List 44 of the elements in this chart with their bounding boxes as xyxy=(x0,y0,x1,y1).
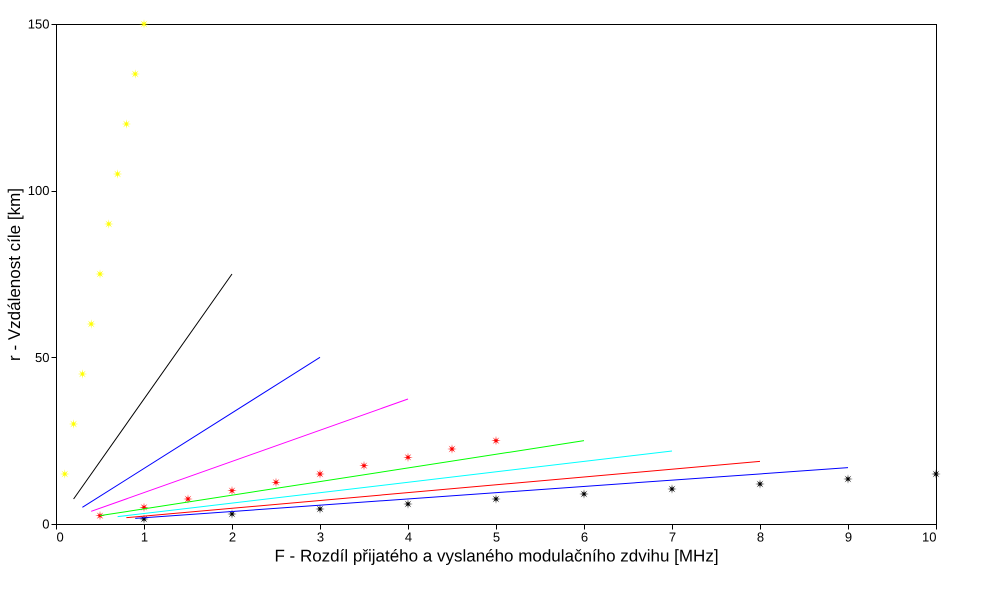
point xyxy=(227,486,237,496)
point xyxy=(491,494,501,504)
point xyxy=(112,169,122,179)
x-tick-label: 7 xyxy=(668,530,676,544)
point xyxy=(86,319,96,329)
point xyxy=(315,504,325,514)
point xyxy=(68,419,78,429)
x-tick-label: 10 xyxy=(922,530,936,544)
point xyxy=(95,269,105,279)
y-tick-label: 50 xyxy=(35,350,50,365)
point xyxy=(755,479,765,489)
x-axis-title: F - Rozdíl přijatého a vyslaného modulačního zdvihu [MHz] xyxy=(274,546,719,566)
x-tick-label: 2 xyxy=(228,530,236,544)
x-tick-label: 0 xyxy=(56,530,64,544)
point xyxy=(403,452,413,462)
point xyxy=(104,219,114,229)
point xyxy=(122,119,132,129)
point xyxy=(843,474,853,484)
point xyxy=(183,494,193,504)
x-tick-label: 9 xyxy=(844,530,852,544)
x-tick-label: 6 xyxy=(580,530,588,544)
x-tick-label: 8 xyxy=(756,530,764,544)
x-tick-label: 5 xyxy=(492,530,500,544)
point xyxy=(139,19,149,29)
point xyxy=(60,469,70,479)
y-tick-label: 100 xyxy=(28,183,50,198)
point xyxy=(667,484,677,494)
point xyxy=(359,460,369,470)
point xyxy=(579,489,589,499)
point xyxy=(491,436,501,446)
point xyxy=(130,69,140,79)
point xyxy=(403,499,413,509)
x-tick-label: 3 xyxy=(316,530,324,544)
y-tick-label: 0 xyxy=(42,516,50,532)
point xyxy=(227,509,237,519)
point xyxy=(78,369,88,379)
y-tick-label: 150 xyxy=(28,16,50,32)
point xyxy=(271,478,281,488)
point xyxy=(447,444,457,454)
x-tick-label: 4 xyxy=(404,530,412,544)
y-axis-title: r - Vzdálenost cíle [km] xyxy=(4,188,24,361)
point xyxy=(315,469,325,479)
x-tick-label: 1 xyxy=(140,530,148,544)
point xyxy=(931,469,941,479)
